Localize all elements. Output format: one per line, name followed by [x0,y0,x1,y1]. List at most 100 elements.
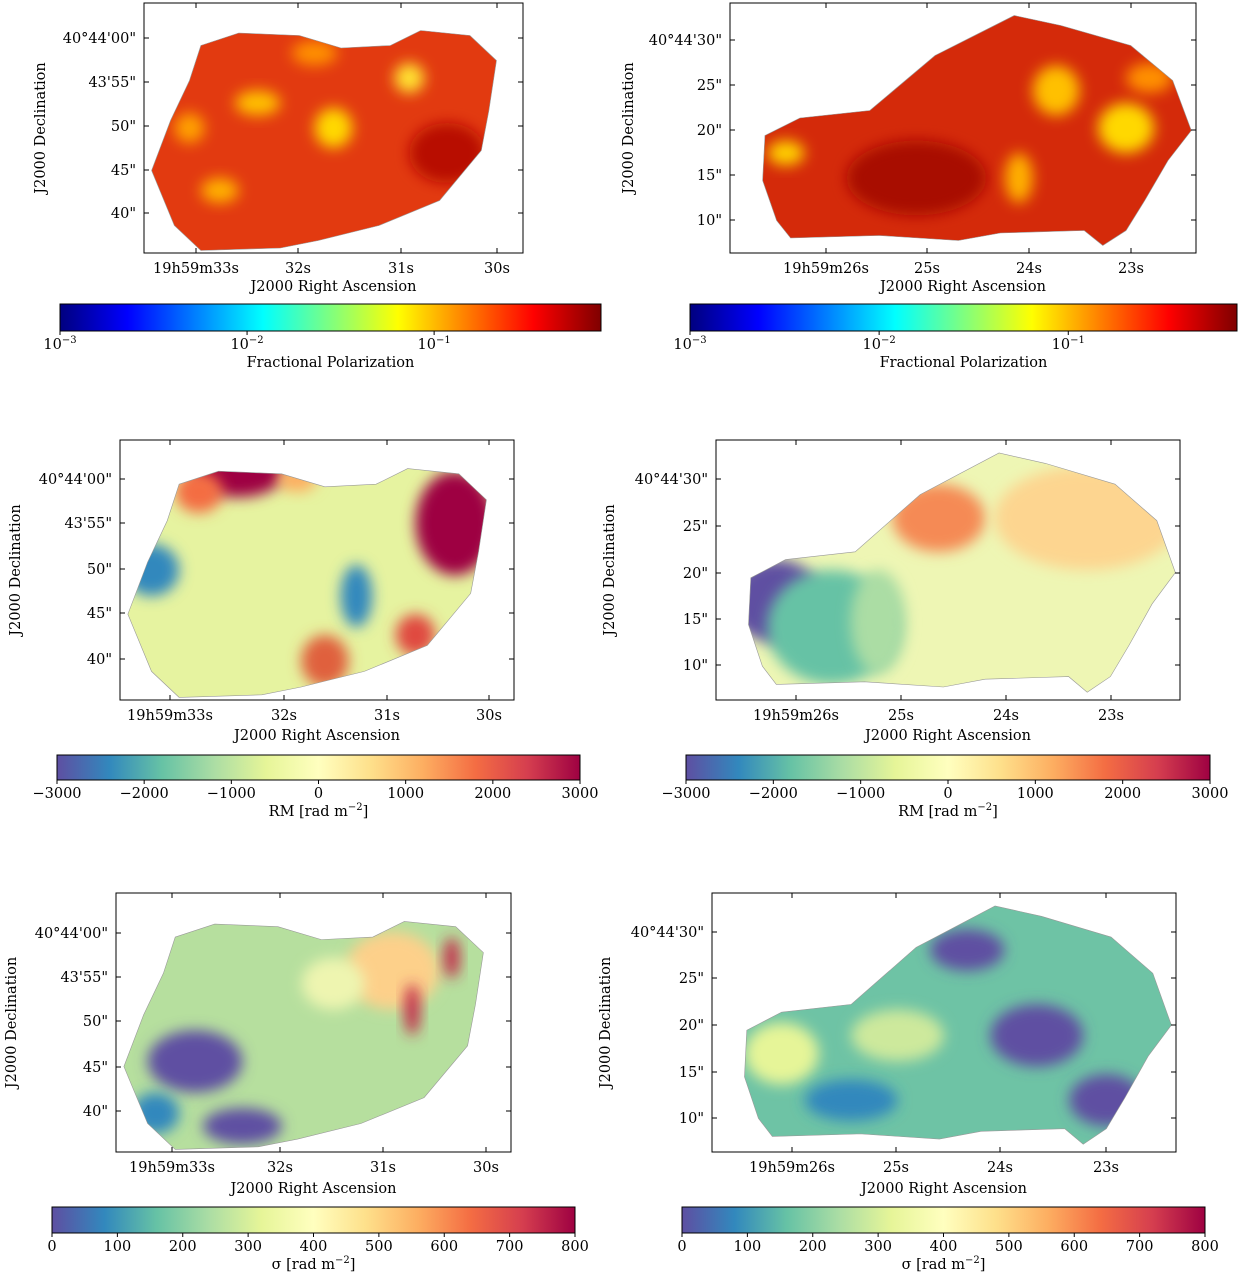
map-image [127,468,487,698]
y-tick-label: 40°44'30" [631,925,704,941]
y-axis-label: J2000 Declination [4,957,20,1090]
x-tick-label: 23s [1118,261,1144,277]
x-axis-label: J2000 Right Ascension [232,728,400,744]
y-tick-label: 40°44'00" [35,926,108,942]
colorbar-label-text: RM [rad m [898,804,977,820]
tick-base: 10 [673,337,691,353]
colorbar-tick-label: 100 [104,1239,132,1255]
colorbar-label: Fractional Polarization [247,355,415,371]
x-tick-label: 31s [374,708,400,724]
colorbar-label: RM [rad m−2] [898,802,998,820]
map-image [762,15,1192,246]
colorbar-label-exponent: −2 [965,1255,980,1266]
map-image [123,921,484,1150]
map-outline [744,905,1172,1145]
panel: 19h59m33s 32s 31s 30s 40°44'00" 43'55" 50" 45" 4… [8,439,598,820]
x-tick-label: 24s [987,1160,1013,1176]
colorbar-tick-label: −2000 [120,786,169,802]
tick-base: 10 [418,337,436,353]
colorbar-tick-label: 10−1 [418,335,451,353]
map-outline [127,468,487,698]
colorbar-tick-label: 800 [561,1239,589,1255]
colorbar [685,754,1211,781]
colorbar-tick-label: −3000 [661,786,710,802]
colorbar-tick-label: 10−2 [863,335,896,353]
colorbar-label-text: σ [rad m [272,1257,336,1273]
y-tick-label: 43'55" [64,516,112,532]
y-tick-label: 25" [683,519,708,535]
colorbar-label-exponent: −2 [335,1255,350,1266]
x-tick-label: 19h59m26s [753,708,839,724]
colorbar-tick-label: 10−2 [230,335,263,353]
map-image [151,30,497,251]
y-axis-label: J2000 Declination [8,504,24,637]
x-axis-label: J2000 Right Ascension [859,1181,1027,1197]
colorbar-tick-label: 400 [300,1239,328,1255]
tick-base: −3000 [32,786,81,802]
y-tick-label: 40" [87,652,112,668]
colorbar-label: σ [rad m−2] [272,1255,356,1273]
y-tick-label: 45" [83,1060,108,1076]
colorbar-tick-label: 400 [930,1239,958,1255]
colorbar-label-suffix: ] [350,1257,356,1273]
x-tick-label: 30s [476,708,502,724]
y-tick-label: 45" [87,606,112,622]
map-outline [748,452,1176,693]
x-tick-label: 25s [914,261,940,277]
tick-exponent: −2 [881,335,896,346]
y-axis-label: J2000 Declination [33,62,49,195]
y-tick-label: 40°44'30" [649,33,722,49]
colorbar-tick-label: 0 [943,786,952,802]
tick-exponent: −1 [1070,335,1085,346]
map-outline [762,15,1192,246]
colorbar-tick-label: −2000 [749,786,798,802]
x-tick-label: 23s [1093,1160,1119,1176]
x-tick-label: 31s [370,1160,396,1176]
x-tick-label: 19h59m26s [749,1160,835,1176]
tick-exponent: −3 [692,335,707,346]
tick-base: 10 [43,337,61,353]
x-tick-label: 30s [484,261,510,277]
panel: 19h59m33s 32s 31s 30s 40°44'00" 43'55" 50" 45" 4… [4,892,589,1273]
tick-base: −3000 [661,786,710,802]
y-tick-label: 50" [83,1014,108,1030]
x-axis-label: J2000 Right Ascension [228,1181,396,1197]
colorbar-label-exponent: −2 [977,802,992,813]
colorbar-tick-label: 0 [677,1239,686,1255]
y-axis-label: J2000 Declination [602,504,618,637]
x-tick-label: 19h59m26s [783,261,869,277]
tick-exponent: −2 [249,335,264,346]
colorbar-tick-label: 10−3 [673,335,706,353]
tick-base: −2000 [749,786,798,802]
y-tick-label: 50" [87,562,112,578]
x-tick-label: 25s [883,1160,909,1176]
tick-base: 10 [1052,337,1070,353]
map-image [748,453,1176,693]
colorbar-label-suffix: ] [980,1257,986,1273]
colorbar [681,1206,1206,1234]
colorbar-label: Fractional Polarization [880,355,1048,371]
colorbar-label: RM [rad m−2] [269,802,369,820]
tick-base: −1000 [836,786,885,802]
x-tick-label: 24s [993,708,1019,724]
colorbar-label-text: Fractional Polarization [247,355,415,371]
y-tick-label: 40°44'00" [63,31,136,47]
colorbar-label: σ [rad m−2] [902,1255,986,1273]
y-tick-label: 20" [683,566,708,582]
colorbar-tick-label: 100 [734,1239,762,1255]
y-tick-label: 43'55" [60,970,108,986]
colorbar-tick-label: 1000 [387,786,424,802]
colorbar-tick-label: 0 [47,1239,56,1255]
axes-frame [711,892,1177,1153]
tick-base: 10 [230,337,248,353]
tick-exponent: −1 [436,335,451,346]
colorbar-tick-label: 2000 [1104,786,1141,802]
panel: 19h59m26s 25s 24s 23s 40°44'30" 25" 20" 15" 10" J… [602,439,1228,820]
y-axis-label: J2000 Declination [598,957,614,1090]
y-tick-label: 40" [83,1104,108,1120]
colorbar-tick-label: 700 [496,1239,524,1255]
x-tick-label: 24s [1016,261,1042,277]
y-axis-label: J2000 Declination [621,62,637,195]
colorbar-tick-label: 2000 [474,786,511,802]
